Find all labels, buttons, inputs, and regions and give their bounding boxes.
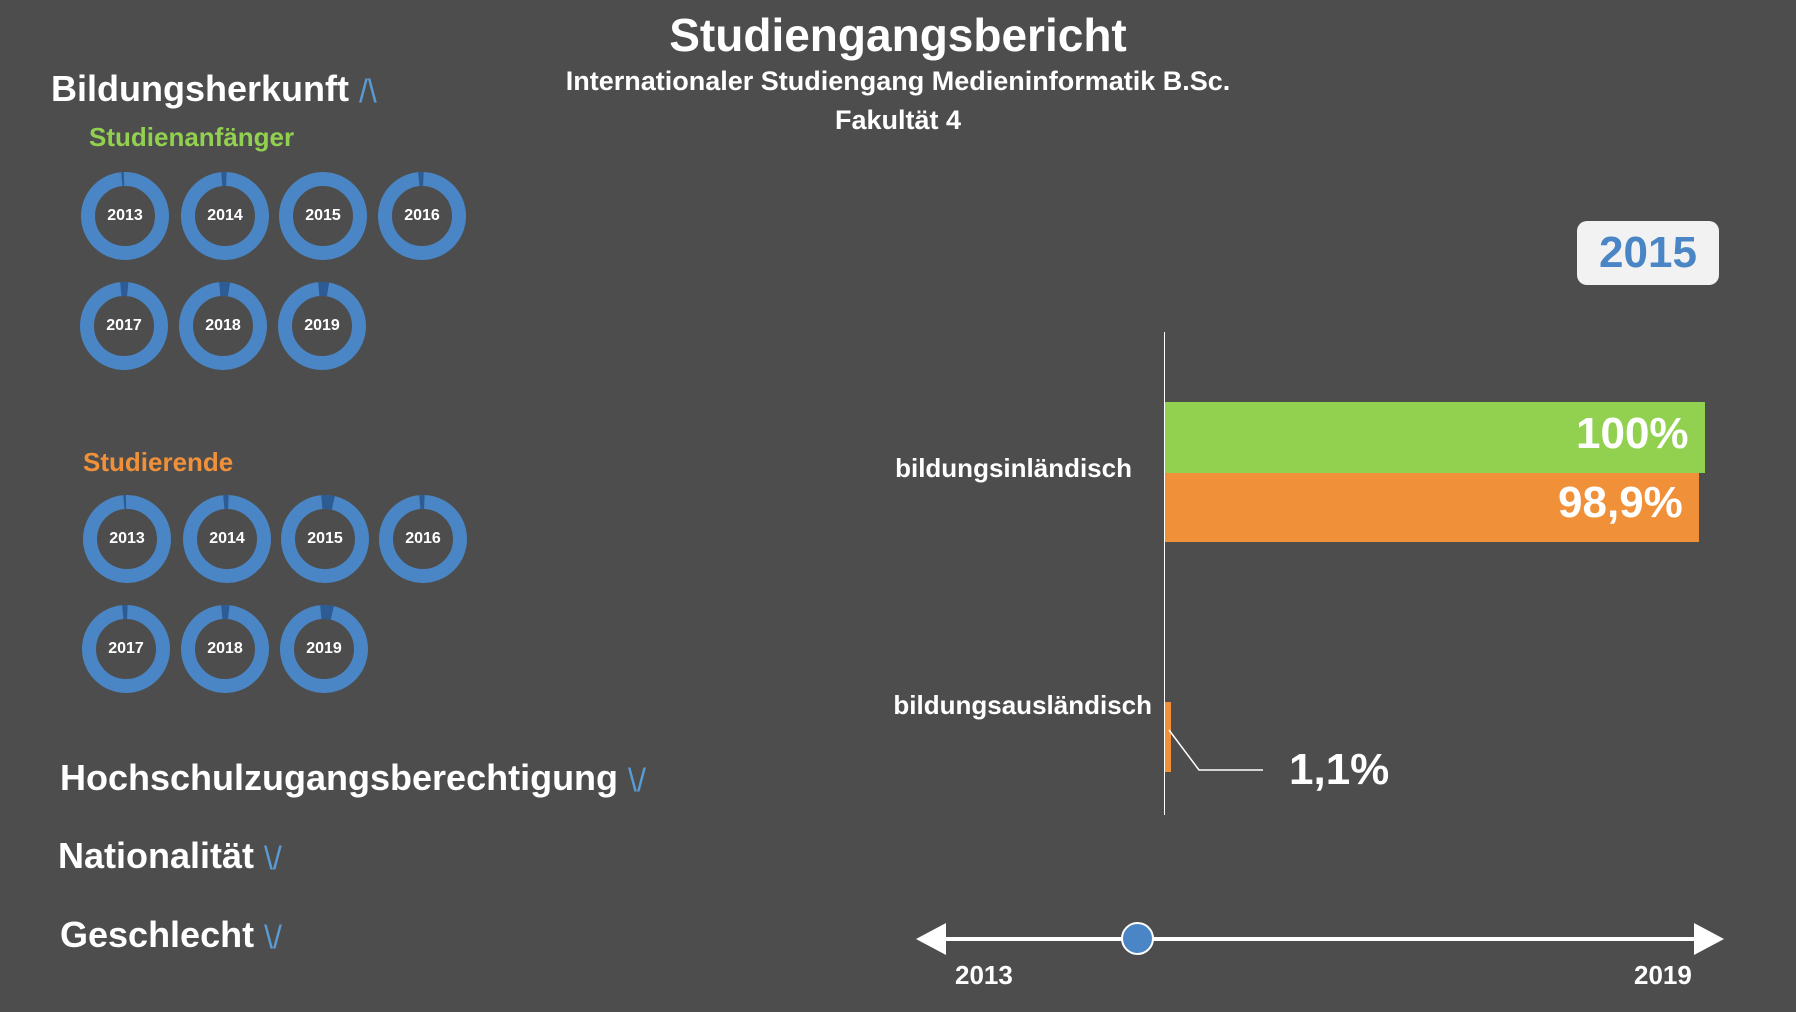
program-subtitle: Internationaler Studiengang Medieninform…: [565, 66, 1231, 96]
year-slider-track[interactable]: [916, 918, 1724, 960]
donut-year-label: 2016: [405, 530, 441, 547]
donut-year-label: 2015: [307, 530, 343, 547]
donut-studierende-2013[interactable]: 2013: [83, 495, 171, 583]
section-nationalitaet-label: Nationalität: [58, 835, 255, 876]
donut-studierende-2019[interactable]: 2019: [280, 605, 368, 693]
donut-year-label: 2019: [304, 317, 340, 334]
donut-year-label: 2014: [209, 530, 245, 547]
donut-studienanfaenger-2017[interactable]: 2017: [80, 282, 168, 370]
bar-label-auslaendisch-studierende: 1,1%: [1289, 745, 1390, 794]
donut-year-label: 2019: [306, 640, 342, 657]
donut-studierende-2017[interactable]: 2017: [82, 605, 170, 693]
arrow-left-icon: [916, 923, 946, 955]
donut-studienanfaenger-2015[interactable]: 2015: [279, 172, 367, 260]
faculty-label: Fakultät 4: [834, 105, 962, 135]
bar-auslaendisch-studierende: [1165, 702, 1171, 772]
donut-studierende-2018[interactable]: 2018: [181, 605, 269, 693]
category-label-inlaendisch: bildungsinländisch: [895, 453, 1132, 483]
section-bildungsherkunft-label: Bildungsherkunft: [51, 68, 349, 109]
donut-year-label: 2013: [107, 207, 143, 224]
page-title: Studiengangsbericht: [669, 9, 1127, 61]
category-label-auslaendisch: bildungsausländisch: [893, 690, 1152, 720]
chevron-up-icon: /\: [358, 72, 377, 109]
section-nationalitaet[interactable]: Nationalität \/: [58, 835, 282, 877]
donut-year-label: 2017: [106, 317, 142, 334]
donut-studienanfaenger-2019[interactable]: 2019: [278, 282, 366, 370]
group-label-studienanfaenger: Studienanfänger: [89, 122, 295, 152]
section-geschlecht[interactable]: Geschlecht \/: [60, 914, 282, 956]
leader-line: [1168, 729, 1263, 771]
donut-year-label: 2013: [109, 530, 145, 547]
bar-label-inlaendisch-studienanfaenger: 100%: [1576, 409, 1689, 458]
donut-year-label: 2018: [205, 317, 241, 334]
timeline-end-year: 2019: [1634, 960, 1692, 990]
section-geschlecht-label: Geschlecht: [60, 914, 255, 955]
donut-studierende-2015[interactable]: 2015: [281, 495, 369, 583]
donut-year-label: 2016: [404, 207, 440, 224]
chart-axis-line: [1164, 332, 1165, 815]
donut-year-label: 2014: [207, 207, 243, 224]
bar-label-inlaendisch-studierende: 98,9%: [1558, 478, 1683, 527]
chevron-down-icon: \/: [628, 761, 646, 798]
donut-studierende-2014[interactable]: 2014: [183, 495, 271, 583]
donut-studienanfaenger-2013[interactable]: 2013: [81, 172, 169, 260]
selected-year-badge: 2015: [1577, 221, 1719, 285]
arrow-right-icon: [1694, 923, 1724, 955]
chevron-down-icon: \/: [264, 918, 282, 955]
section-hzb-label: Hochschulzugangsberechtigung: [60, 757, 619, 798]
donut-year-label: 2018: [207, 640, 243, 657]
section-bildungsherkunft[interactable]: Bildungsherkunft/\: [51, 68, 377, 110]
donut-studierende-2016[interactable]: 2016: [379, 495, 467, 583]
bar-inlaendisch-studierende: [1165, 473, 1700, 542]
year-slider-thumb[interactable]: [1121, 922, 1154, 955]
timeline-start-year: 2013: [955, 960, 1013, 990]
donut-year-label: 2017: [108, 640, 144, 657]
donut-studienanfaenger-2016[interactable]: 2016: [378, 172, 466, 260]
bar-inlaendisch-studienanfaenger: [1165, 402, 1705, 473]
section-hochschulzugangsberechtigung[interactable]: Hochschulzugangsberechtigung \/: [60, 757, 646, 799]
donut-studienanfaenger-2018[interactable]: 2018: [179, 282, 267, 370]
group-label-studierende: Studierende: [83, 447, 234, 477]
donut-studienanfaenger-2014[interactable]: 2014: [181, 172, 269, 260]
chevron-down-icon: \/: [264, 839, 282, 876]
donut-year-label: 2015: [305, 207, 341, 224]
